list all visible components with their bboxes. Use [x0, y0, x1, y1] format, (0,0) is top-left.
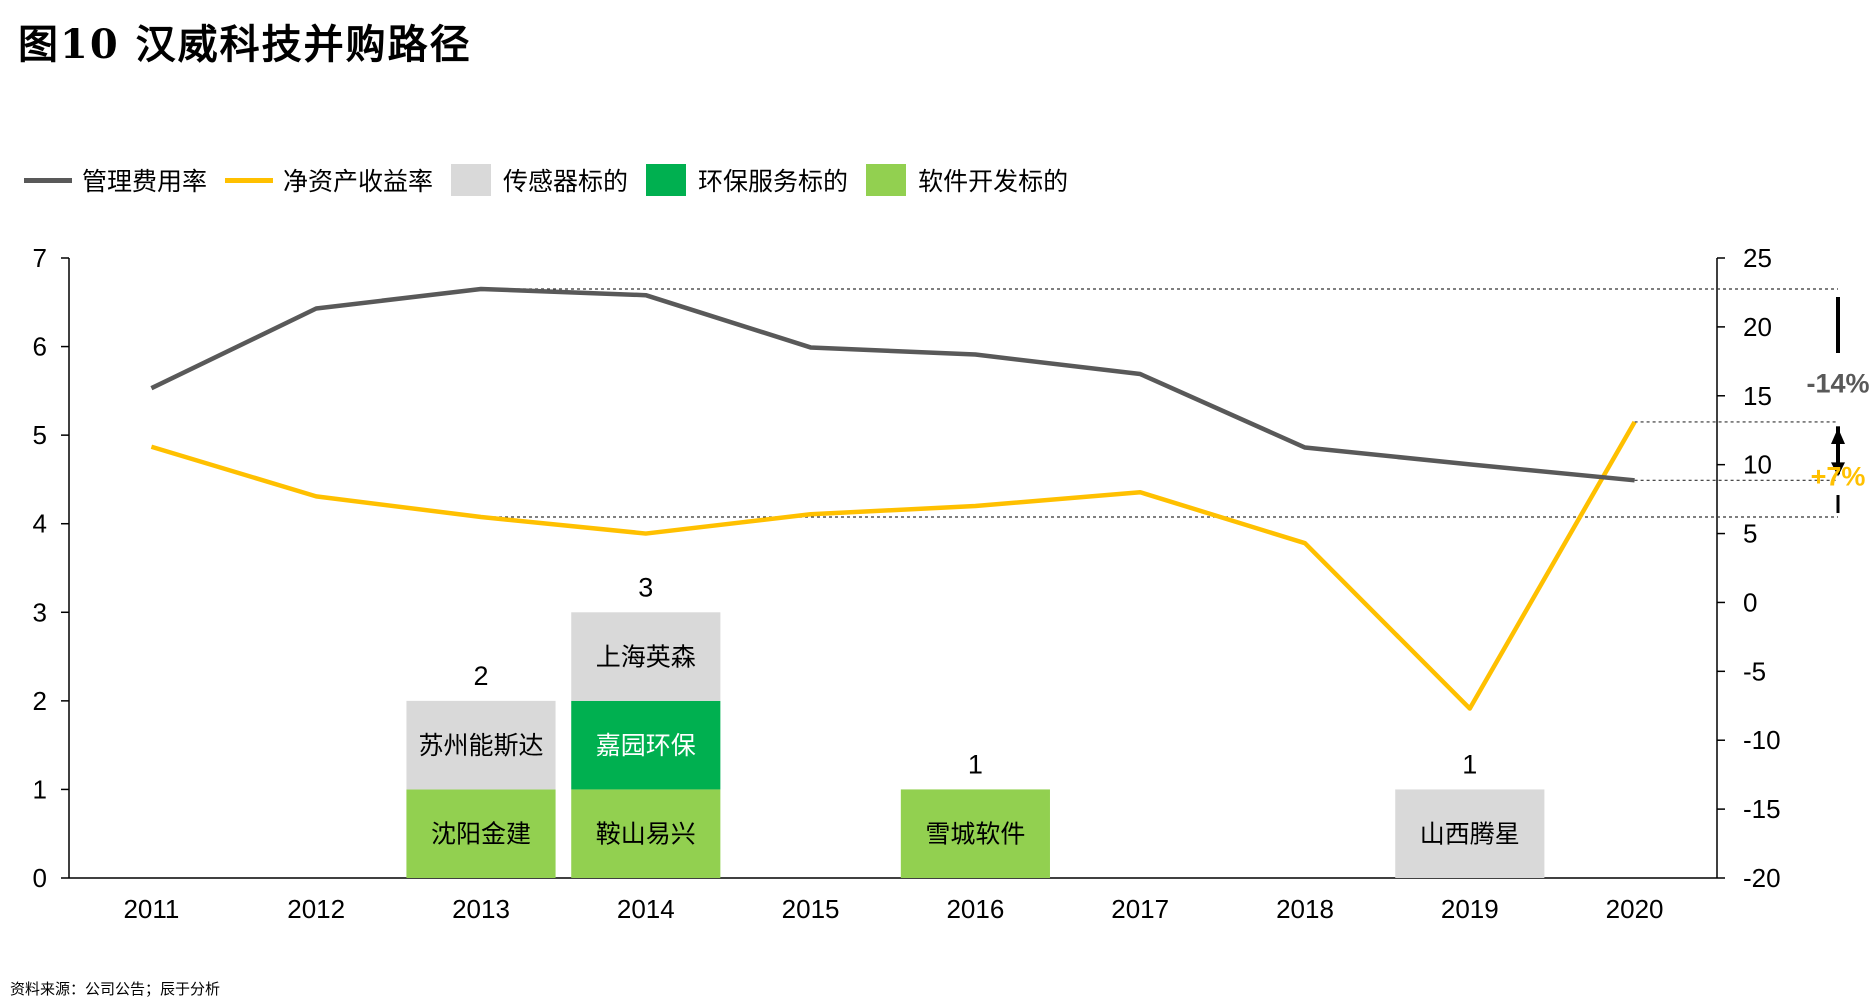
annotation-admin-change: -14% — [1806, 369, 1869, 399]
right-tick-label: -20 — [1743, 863, 1781, 893]
bar-segment-label: 雪城软件 — [925, 820, 1025, 849]
chart-title: 图10 汉威科技并购路径 — [18, 21, 472, 68]
admin-expense-line — [150, 286, 1635, 483]
legend-item-admin-expense: 管理费用率 — [24, 162, 207, 198]
source-note: 资料来源：公司公告；辰于分析 — [10, 980, 221, 998]
left-tick-label: 7 — [33, 243, 47, 273]
right-tick-label: 25 — [1743, 243, 1772, 273]
bar-segment — [406, 700, 556, 790]
bar-segment — [571, 700, 721, 790]
legend-label: 净资产收益率 — [283, 167, 434, 196]
bar-total-label: 1 — [1462, 749, 1477, 779]
x-tick-label: 2012 — [287, 894, 345, 924]
left-tick-label: 2 — [33, 686, 47, 716]
x-tick-label: 2014 — [617, 894, 675, 924]
right-tick-label: 15 — [1743, 381, 1772, 411]
left-tick-label: 0 — [33, 863, 47, 893]
right-tick-label: -10 — [1743, 725, 1781, 755]
left-tick-label: 6 — [33, 332, 47, 362]
annotation-roe-change: +7% — [1811, 461, 1866, 491]
right-tick-label: -15 — [1743, 794, 1781, 824]
legend-swatch-line — [24, 177, 72, 183]
x-tick-label: 2011 — [123, 894, 179, 924]
bar-segment — [571, 612, 721, 701]
left-tick-label: 4 — [33, 509, 47, 539]
annotation-arrowhead-admin — [1831, 462, 1845, 477]
bar-segment — [900, 789, 1050, 878]
left-tick-label: 3 — [33, 597, 47, 627]
legend-item-env: 环保服务标的 — [646, 162, 848, 198]
left-tick-label: 1 — [33, 774, 47, 804]
bar-segment — [571, 789, 721, 878]
annotation-arrowhead-roe — [1831, 427, 1845, 444]
right-tick-label: -5 — [1743, 656, 1766, 686]
left-tick-label: 5 — [33, 420, 47, 450]
legend-item-sensor: 传感器标的 — [451, 162, 628, 198]
legend-label: 软件开发标的 — [918, 167, 1069, 196]
bar-total-label: 1 — [968, 749, 983, 779]
legend-swatch-box — [646, 164, 687, 196]
bar-segment-label: 嘉园环保 — [596, 731, 696, 760]
bar-segment-label: 上海英森 — [596, 643, 696, 672]
bar-segment-label: 沈阳金建 — [431, 820, 531, 849]
x-tick-label: 2013 — [452, 894, 510, 924]
x-tick-label: 2020 — [1606, 894, 1664, 924]
bar-segment-label: 山西腾星 — [1420, 820, 1520, 849]
x-tick-label: 2017 — [1111, 894, 1169, 924]
chart-legend: 管理费用率 净资产收益率 传感器标的 环保服务标的 软件开发标的 — [24, 160, 1086, 200]
bar-segment — [406, 789, 556, 878]
x-tick-label: 2016 — [946, 894, 1004, 924]
legend-swatch-line — [225, 177, 274, 183]
bar-segment-label: 鞍山易兴 — [596, 820, 696, 849]
bar-segment — [1395, 789, 1545, 878]
right-tick-label: 5 — [1743, 519, 1757, 549]
legend-item-roe: 净资产收益率 — [225, 162, 433, 198]
legend-label: 管理费用率 — [82, 167, 208, 196]
x-tick-label: 2015 — [782, 894, 840, 924]
bar-segment-label: 苏州能斯达 — [418, 731, 543, 760]
legend-item-software: 软件开发标的 — [866, 162, 1068, 198]
legend-swatch-box — [866, 164, 907, 196]
x-tick-label: 2018 — [1276, 894, 1334, 924]
legend-label: 传感器标的 — [503, 167, 629, 196]
right-tick-label: 10 — [1743, 450, 1772, 480]
bar-total-label: 2 — [473, 661, 488, 691]
legend-label: 环保服务标的 — [698, 167, 849, 196]
legend-swatch-box — [451, 164, 492, 196]
bar-total-label: 3 — [638, 572, 653, 602]
x-tick-label: 2019 — [1441, 894, 1499, 924]
roe-line — [150, 420, 1637, 711]
right-tick-label: 0 — [1743, 587, 1757, 617]
right-tick-label: 20 — [1743, 312, 1772, 342]
